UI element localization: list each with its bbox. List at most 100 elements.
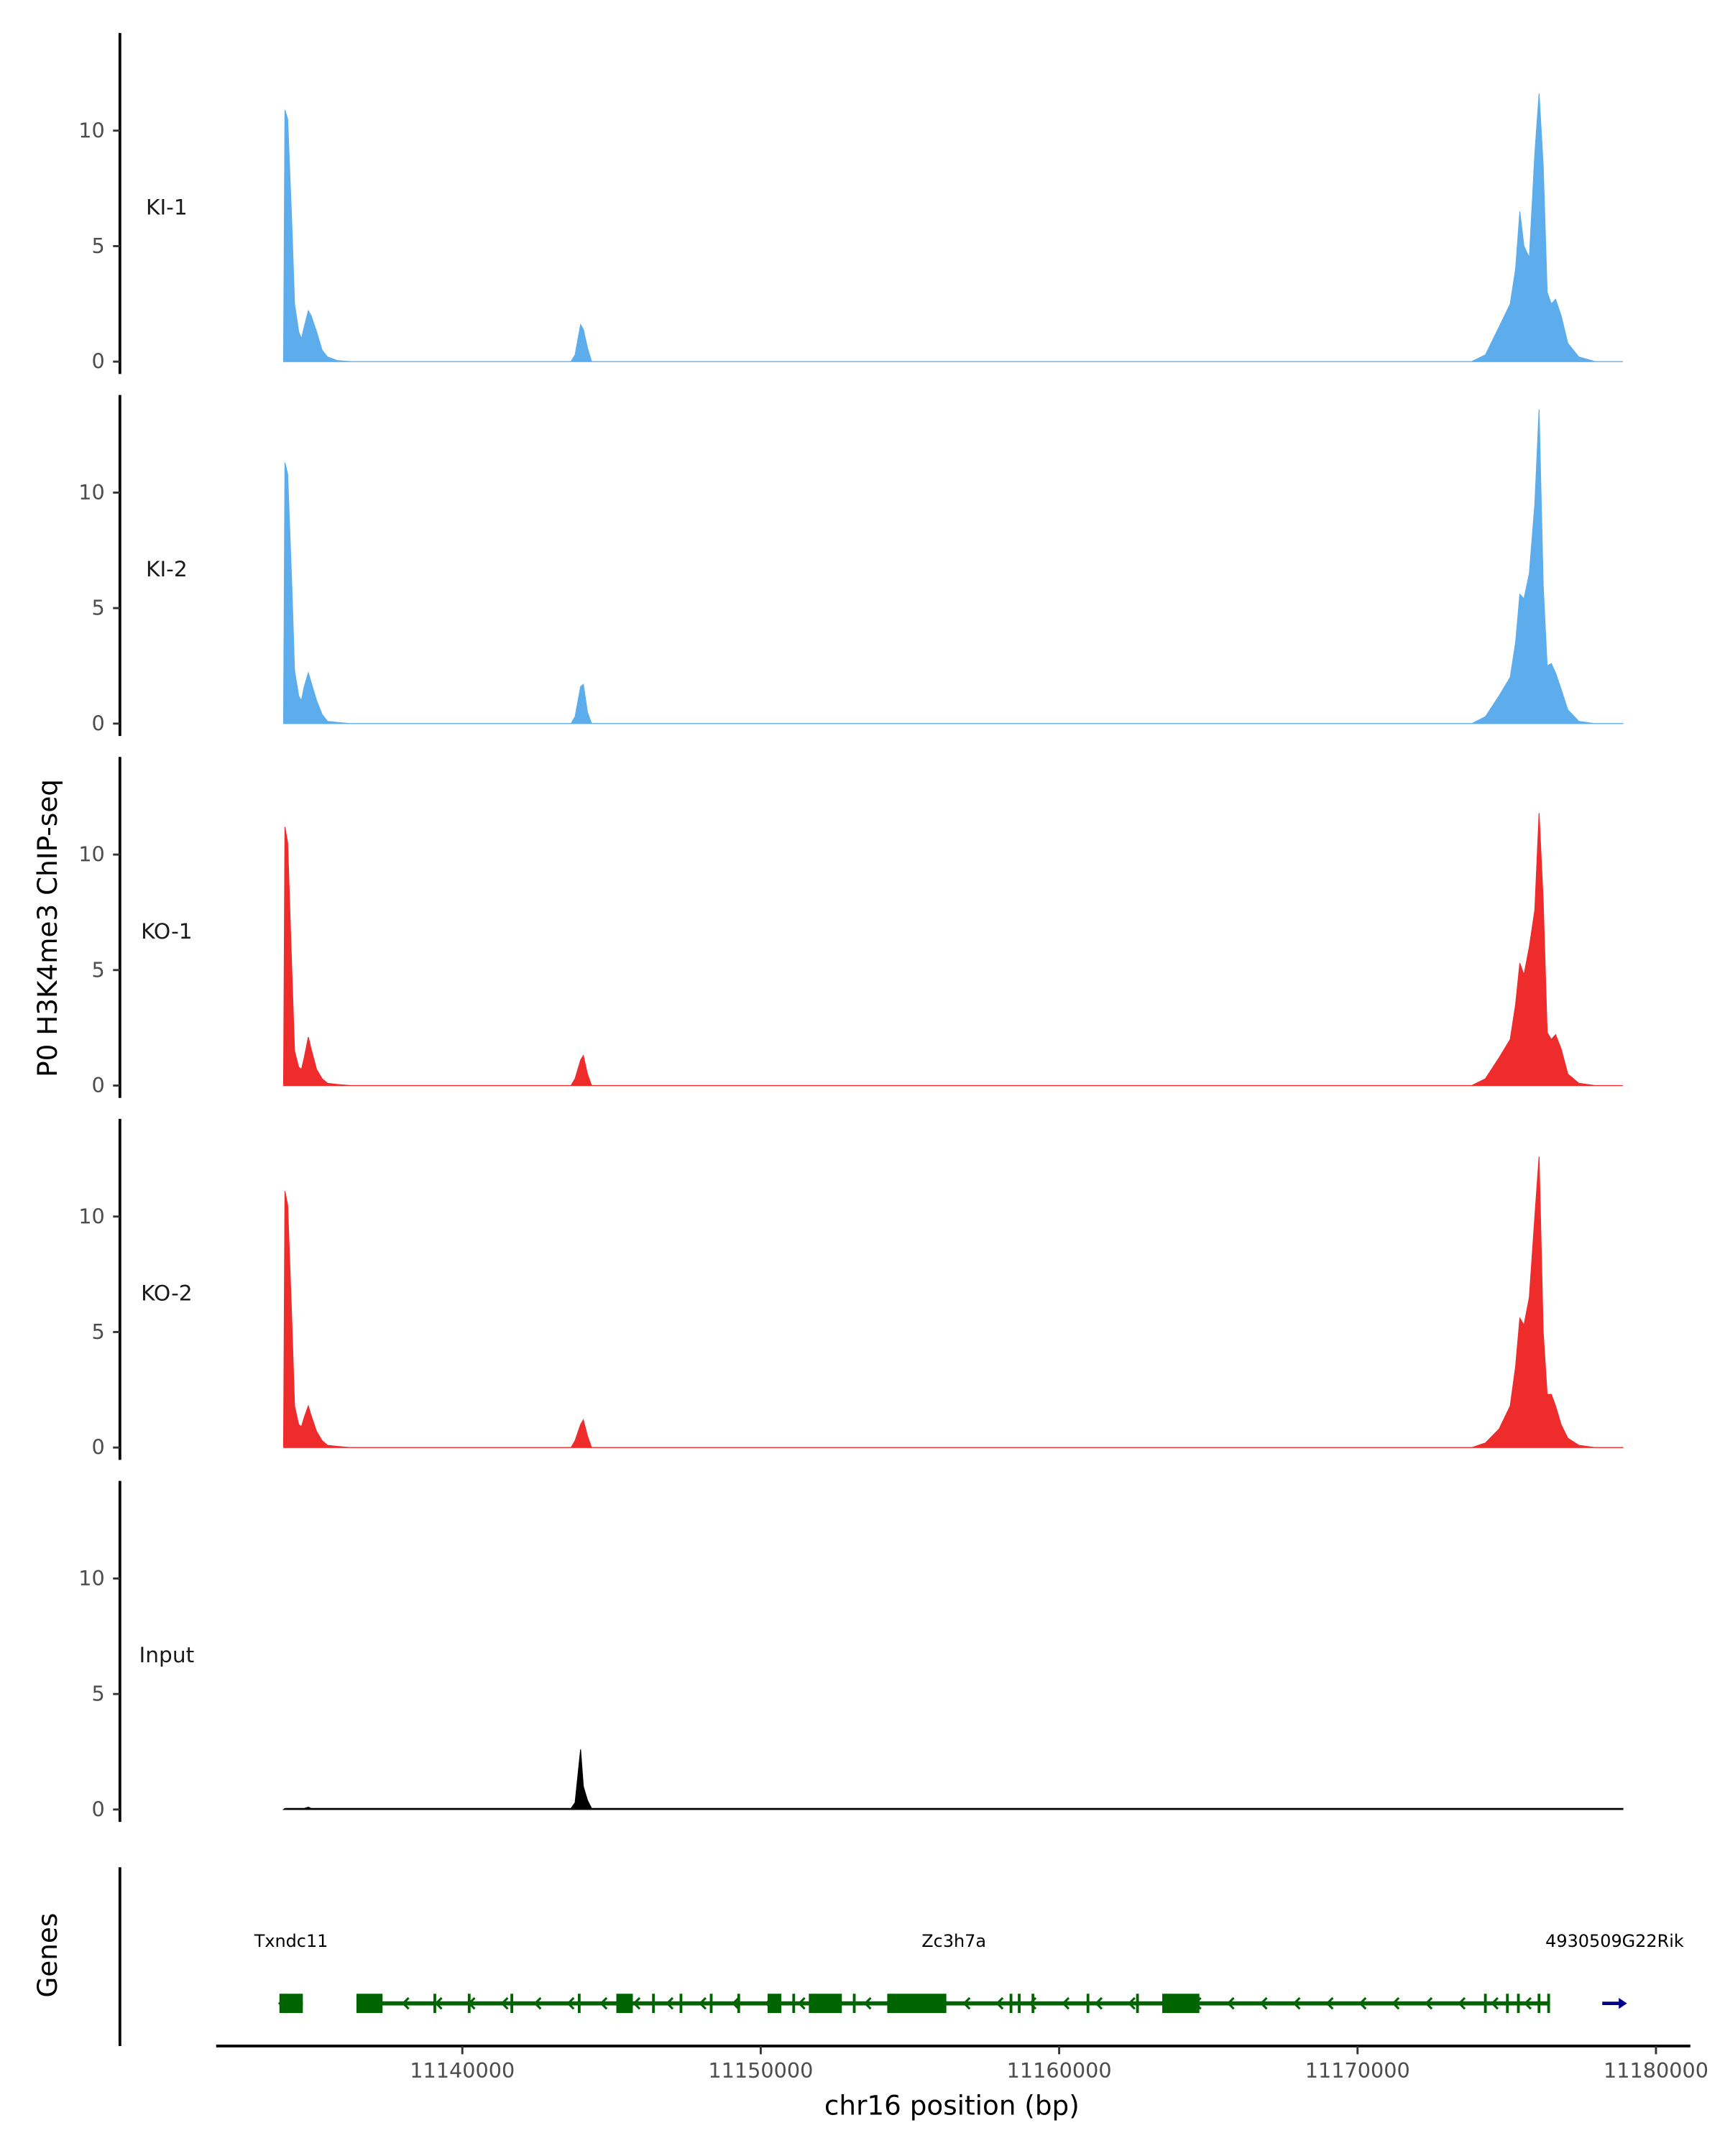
exon [510, 1994, 514, 2014]
exon [737, 1994, 740, 2014]
exon [1018, 1994, 1021, 2014]
x-tick-label: 11170000 [1305, 2058, 1410, 2083]
strand-chevron-icon [962, 1996, 971, 2010]
exon [1484, 1994, 1487, 2014]
strand-chevron-icon [599, 1996, 608, 2010]
track-input: 0 5 10 Input [78, 1480, 1624, 1823]
x-tick-label: 11160000 [1007, 2058, 1112, 2083]
gene-label: Zc3h7a [921, 1931, 986, 1951]
tracks-group: 0 5 10 KI-1 0 5 10 KI-2 0 5 10 KO-1 0 5 10 KO-2 0 5 10 Inpu… [78, 32, 1624, 1823]
track-ki-2: 0 5 10 KI-2 [78, 395, 1624, 737]
strand-chevron-icon [1325, 1996, 1334, 2010]
strand-chevron-icon [797, 1996, 806, 2010]
track-label: Input [139, 1642, 195, 1667]
gene-txndc11: Txndc11 [254, 1931, 328, 2014]
exon [792, 1994, 796, 2014]
strand-chevron-icon [995, 1996, 1004, 2010]
strand-arrow-icon [277, 1994, 288, 2014]
exon [652, 1994, 656, 2014]
strand-chevron-icon [533, 1996, 542, 2010]
track-label: KO-2 [141, 1280, 193, 1305]
gene-zc3h7a: Zc3h7a [356, 1931, 1550, 2014]
x-axis-title: chr16 position (bp) [824, 2090, 1080, 2122]
strand-chevron-icon [1425, 1996, 1433, 2010]
y-tick-label: 5 [92, 596, 105, 620]
y-axis-title: P0 H3K4me3 ChIP-seq [32, 779, 63, 1077]
track-label: KI-2 [146, 556, 188, 581]
track-ko-2: 0 5 10 KO-2 [78, 1118, 1624, 1460]
y-tick-label: 0 [92, 711, 105, 735]
strand-chevron-icon [1226, 1996, 1235, 2010]
y-tick-label: 5 [92, 1682, 105, 1706]
exon [1547, 1994, 1550, 2014]
strand-chevron-icon [1259, 1996, 1268, 2010]
strand-chevron-icon [1524, 1996, 1532, 2010]
x-tick-label: 11150000 [708, 2058, 813, 2083]
gene-label: Txndc11 [254, 1931, 328, 1951]
y-tick-label: 10 [78, 1566, 105, 1590]
strand-chevron-icon [1062, 1996, 1070, 2010]
gene-label: 4930509G22Rik [1545, 1931, 1684, 1951]
strand-chevron-icon [699, 1996, 707, 2010]
exon [433, 1994, 436, 2014]
y-tick-label: 0 [92, 1435, 105, 1460]
strand-arrow-icon [1619, 1997, 1627, 2009]
exon [1031, 1994, 1035, 2014]
strand-chevron-icon [1358, 1996, 1367, 2010]
strand-chevron-icon [401, 1996, 410, 2010]
signal-area [282, 1156, 1624, 1448]
track-label: KO-1 [141, 918, 193, 944]
y-tick-label: 0 [92, 1797, 105, 1821]
strand-chevron-icon [1392, 1996, 1400, 2010]
exon [1162, 1994, 1200, 2014]
y-tick-label: 5 [92, 234, 105, 258]
exon [1517, 1994, 1520, 2014]
y-tick-label: 10 [78, 480, 105, 505]
strand-chevron-icon [666, 1996, 674, 2010]
track-ki-1: 0 5 10 KI-1 [78, 32, 1624, 374]
strand-chevron-icon [1128, 1996, 1136, 2010]
exon [577, 1994, 581, 2014]
strand-chevron-icon [1095, 1996, 1103, 2010]
exon [616, 1994, 633, 2014]
genes-axis-title: Genes [32, 1913, 63, 1998]
track-ko-1: 0 5 10 KO-1 [78, 757, 1624, 1098]
y-tick-label: 0 [92, 1073, 105, 1097]
y-tick-label: 5 [92, 957, 105, 982]
exon [709, 1994, 713, 2014]
strand-chevron-icon [1458, 1996, 1466, 2010]
strand-chevron-icon [500, 1996, 509, 2010]
gene-models: Txndc11 Zc3h7a 4930509G22Rik [254, 1931, 1684, 2014]
strand-chevron-icon [434, 1996, 443, 2010]
y-tick-label: 5 [92, 1319, 105, 1344]
signal-area [282, 1749, 1624, 1810]
signal-area [282, 93, 1624, 362]
y-tick-label: 0 [92, 349, 105, 374]
x-tick-label: 11180000 [1604, 2058, 1708, 2083]
signal-area [282, 813, 1624, 1087]
exon [852, 1994, 856, 2014]
strand-chevron-icon [632, 1996, 641, 2010]
exon [467, 1994, 471, 2014]
signal-area [282, 409, 1624, 724]
x-tick-label: 11140000 [410, 2058, 515, 2083]
exon [1537, 1994, 1541, 2014]
genes-panel: Txndc11 Zc3h7a 4930509G22Rik [118, 1867, 1684, 2046]
y-tick-label: 10 [78, 842, 105, 867]
exon [1009, 1994, 1013, 2014]
track-label: KI-1 [146, 194, 188, 219]
y-tick-label: 10 [78, 1204, 105, 1228]
strand-chevron-icon [1491, 1996, 1499, 2010]
exon [356, 1994, 383, 2014]
exon [767, 1994, 782, 2014]
strand-chevron-icon [732, 1996, 740, 2010]
exon [1136, 1994, 1139, 2014]
y-tick-label: 10 [78, 118, 105, 142]
strand-chevron-icon [863, 1996, 872, 2010]
exon [679, 1994, 683, 2014]
x-axis: 11140000 11150000 11160000 11170000 11180000 [410, 2045, 1708, 2083]
gene-4930509g22rik: 4930509G22Rik [1545, 1931, 1684, 2009]
exon [1506, 1994, 1509, 2014]
exon [887, 1994, 947, 2014]
